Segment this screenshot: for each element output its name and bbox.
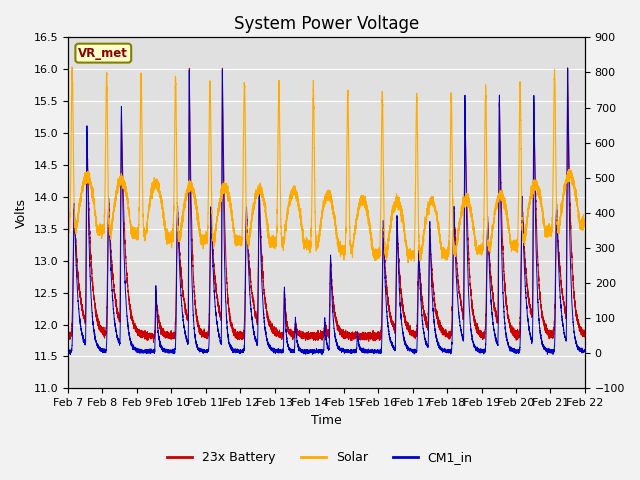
Legend: 23x Battery, Solar, CM1_in: 23x Battery, Solar, CM1_in — [163, 446, 477, 469]
Title: System Power Voltage: System Power Voltage — [234, 15, 419, 33]
Text: VR_met: VR_met — [78, 47, 128, 60]
X-axis label: Time: Time — [311, 414, 342, 427]
Y-axis label: Volts: Volts — [15, 198, 28, 228]
